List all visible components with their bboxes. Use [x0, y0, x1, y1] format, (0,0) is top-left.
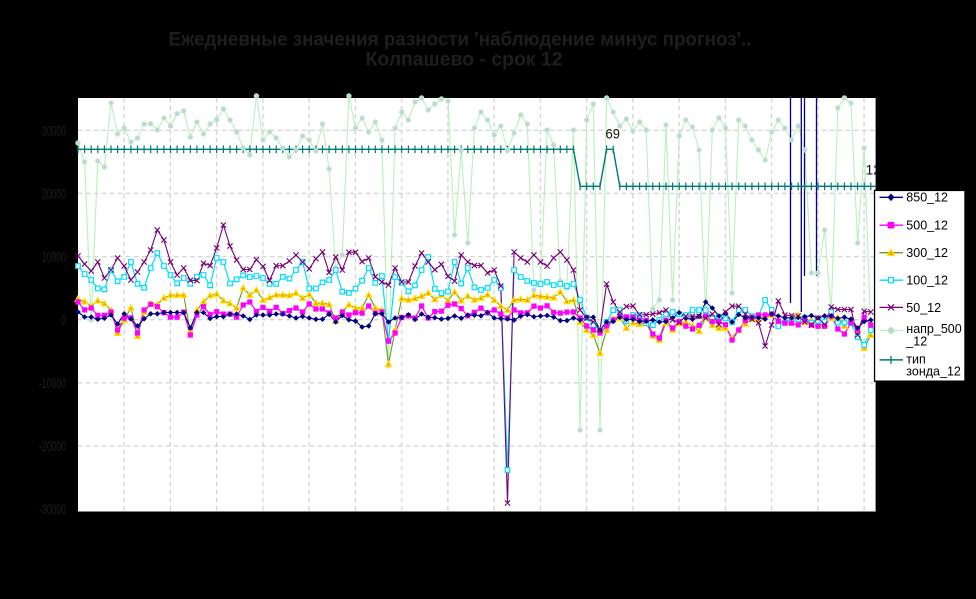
svg-text:напр_500: напр_500 — [906, 322, 961, 336]
svg-text:Ежедневные значения разности ': Ежедневные значения разности 'наблюдение… — [169, 29, 752, 50]
svg-text:тип: тип — [906, 352, 925, 366]
svg-text:69: 69 — [606, 126, 620, 142]
svg-text:10000: 10000 — [42, 250, 66, 266]
svg-text:Колпашево - срок 12: Колпашево - срок 12 — [366, 49, 563, 70]
svg-text:850_12: 850_12 — [906, 191, 948, 205]
svg-text:зонда_12: зонда_12 — [906, 364, 961, 378]
svg-text:-10000: -10000 — [39, 376, 66, 392]
svg-text:20000: 20000 — [42, 186, 66, 202]
svg-text:300_12: 300_12 — [906, 246, 948, 260]
svg-text:30000: 30000 — [42, 123, 66, 139]
svg-text:_12: _12 — [905, 334, 927, 348]
svg-text:12: 12 — [866, 162, 882, 178]
svg-text:0: 0 — [61, 313, 66, 329]
svg-text:-20000: -20000 — [39, 439, 66, 455]
svg-text:-30000: -30000 — [39, 502, 66, 518]
svg-text:100_12: 100_12 — [906, 274, 948, 288]
svg-text:500_12: 500_12 — [906, 219, 948, 233]
svg-text:50_12: 50_12 — [906, 301, 941, 315]
